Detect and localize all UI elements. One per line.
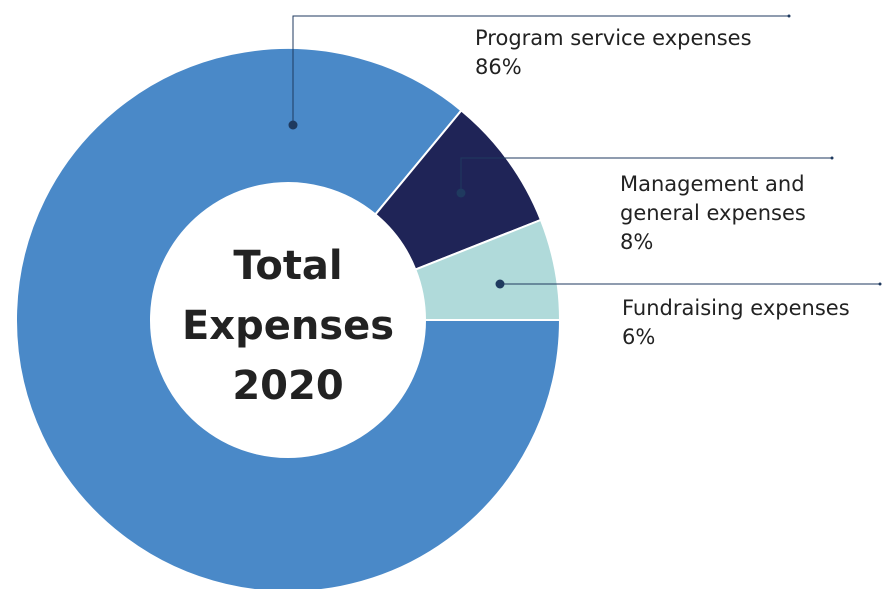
slice [414,218,562,321]
leader-dot [495,279,505,289]
leader-dot [456,188,466,198]
leader-line [460,157,832,193]
leader-dot [288,120,298,130]
slice-label: Program service expenses [475,26,752,50]
leader-end [787,14,791,18]
slice-value-label: 6% [622,325,656,349]
leader-end [878,282,882,286]
slice-label: Management and general expenses [620,172,806,225]
slice-value-label: 86% [475,55,522,79]
slice-label: Fundraising expenses [622,296,850,320]
center-label: Total Expenses 2020 [181,243,395,409]
slice-value-label: 8% [620,230,654,254]
slice [15,47,562,589]
leader-line [292,15,789,125]
leader-end [830,156,834,160]
